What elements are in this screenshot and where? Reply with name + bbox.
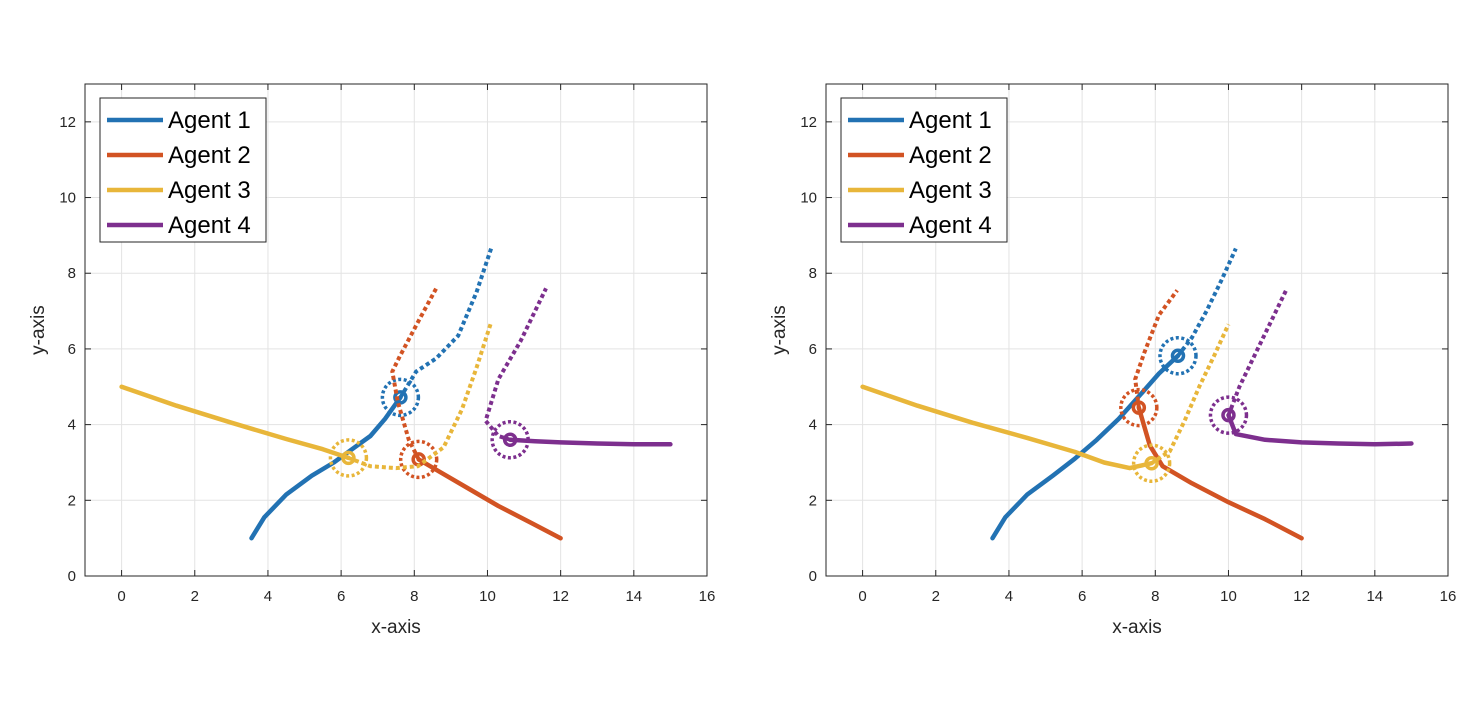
traveled-path — [990, 353, 1181, 541]
x-tick-label: 10 — [479, 588, 496, 605]
legend-label-agent-4: Agent 4 — [909, 212, 992, 239]
agent-position-marker — [341, 450, 356, 466]
traveled-path — [1136, 405, 1304, 541]
y-tick-label: 4 — [809, 417, 817, 434]
series-agent-4 — [483, 287, 673, 460]
y-tick-label: 2 — [68, 492, 76, 509]
x-tick-label: 14 — [625, 588, 642, 605]
legend-label-agent-2: Agent 2 — [168, 142, 251, 169]
x-tick-label: 12 — [552, 588, 569, 605]
x-tick-label: 16 — [1440, 588, 1457, 605]
series-agent-3 — [119, 321, 494, 478]
planned-path — [398, 247, 493, 399]
y-tick-label: 8 — [68, 265, 76, 282]
x-tick-label: 2 — [932, 588, 940, 605]
x-tick-label: 4 — [1005, 588, 1013, 605]
y-tick-label: 8 — [809, 265, 817, 282]
x-tick-label: 0 — [858, 588, 866, 605]
planned-path — [1226, 287, 1289, 416]
safety-radius-circle — [490, 420, 530, 460]
planned-path — [1176, 247, 1238, 357]
safety-radius-circle — [398, 439, 439, 480]
x-tick-label: 8 — [410, 588, 418, 605]
x-axis-label: x-axis — [371, 617, 421, 638]
legend-label-agent-1: Agent 1 — [168, 107, 251, 134]
legend-label-agent-1: Agent 1 — [909, 107, 992, 134]
safety-radius-circle — [328, 438, 369, 478]
x-tick-label: 6 — [337, 588, 345, 605]
y-tick-label: 6 — [68, 341, 76, 358]
y-tick-label: 10 — [59, 190, 76, 207]
x-tick-label: 14 — [1366, 588, 1383, 605]
agent-position-marker — [1131, 400, 1147, 415]
axes-box — [825, 83, 1449, 577]
legend-label-agent-2: Agent 2 — [909, 142, 992, 169]
safety-radius-circle — [380, 377, 421, 418]
traveled-path — [507, 437, 673, 447]
left-trajectory-chart: 0 2 4 6 8 10 12 14 16 0 2 4 6 8 10 12 x-axis y-axis Agent … — [28, 83, 716, 638]
traveled-path — [249, 395, 403, 541]
legend-label-agent-4: Agent 4 — [168, 212, 251, 239]
traveled-path — [1226, 412, 1414, 447]
planned-path — [390, 287, 438, 461]
series-agent-3 — [860, 323, 1231, 483]
series-agent-4 — [1208, 287, 1414, 447]
series-agent-2 — [1119, 289, 1304, 541]
traveled-path — [416, 457, 563, 541]
traveled-path — [119, 384, 351, 461]
legend-label-agent-3: Agent 3 — [909, 177, 992, 204]
y-tick-label: 12 — [800, 114, 817, 131]
safety-radius-circle — [1158, 335, 1198, 376]
x-tick-label: 12 — [1293, 588, 1310, 605]
left-chart-panel: 0 2 4 6 8 10 12 14 16 0 2 4 6 8 10 12 x-axis y-axis Agent … — [0, 0, 741, 710]
right-trajectory-chart: 0 2 4 6 8 10 12 14 16 0 2 4 6 8 10 12 x-axis y-axis Agent … — [769, 83, 1457, 638]
legend: Agent 1 Agent 2 Agent 3 Agent 4 — [840, 97, 1008, 243]
agent-position-marker — [1144, 455, 1159, 471]
axes-box — [84, 83, 708, 577]
x-axis-label: x-axis — [1112, 617, 1162, 638]
series-agent-1 — [990, 247, 1238, 541]
y-tick-label: 6 — [809, 341, 817, 358]
right-chart-panel: 0 2 4 6 8 10 12 14 16 0 2 4 6 8 10 12 x-axis y-axis Agent … — [741, 0, 1482, 710]
agent-position-marker — [1221, 407, 1236, 423]
y-tick-label: 2 — [809, 492, 817, 509]
x-tick-label: 10 — [1220, 588, 1237, 605]
series-agent-1 — [249, 247, 493, 541]
y-axis-label: y-axis — [28, 305, 49, 355]
y-tick-label: 0 — [809, 568, 817, 585]
y-tick-label: 10 — [800, 190, 817, 207]
y-axis-label: y-axis — [769, 305, 790, 355]
y-tick-label: 4 — [68, 417, 76, 434]
x-tick-label: 4 — [264, 588, 272, 605]
agent-position-marker — [1170, 348, 1186, 363]
planned-path — [1133, 289, 1179, 408]
x-tick-label: 0 — [117, 588, 125, 605]
x-tick-label: 6 — [1078, 588, 1086, 605]
traveled-path — [860, 384, 1154, 471]
planned-path — [483, 287, 548, 442]
agent-position-marker — [502, 432, 518, 448]
planned-path — [347, 321, 494, 471]
safety-radius-circle — [1131, 443, 1172, 483]
legend: Agent 1 Agent 2 Agent 3 Agent 4 — [99, 97, 267, 243]
y-tick-label: 12 — [59, 114, 76, 131]
agent-position-marker — [393, 390, 408, 405]
x-tick-label: 16 — [699, 588, 716, 605]
safety-radius-circle — [1208, 395, 1249, 435]
legend-label-agent-3: Agent 3 — [168, 177, 251, 204]
x-tick-label: 2 — [191, 588, 199, 605]
safety-radius-circle — [1119, 387, 1159, 428]
x-tick-label: 8 — [1151, 588, 1159, 605]
y-tick-label: 0 — [68, 568, 76, 585]
